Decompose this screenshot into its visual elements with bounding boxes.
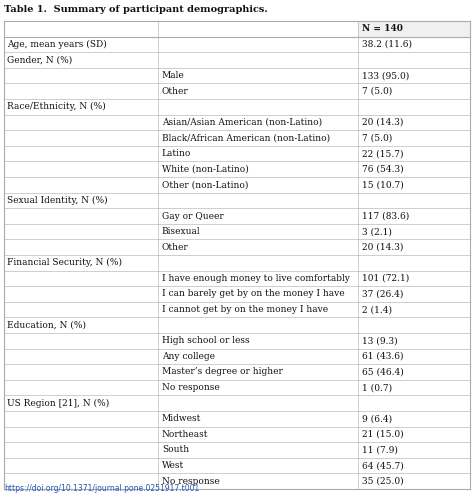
Text: White (non-Latino): White (non-Latino) <box>162 164 248 174</box>
Text: 22 (15.7): 22 (15.7) <box>362 149 404 158</box>
Text: I cannot get by on the money I have: I cannot get by on the money I have <box>162 305 328 314</box>
Text: 38.2 (11.6): 38.2 (11.6) <box>362 40 412 49</box>
Text: 61 (43.6): 61 (43.6) <box>362 352 404 361</box>
Text: 20 (14.3): 20 (14.3) <box>362 118 403 127</box>
Text: Gender, N (%): Gender, N (%) <box>7 55 72 64</box>
Text: No response: No response <box>162 477 219 486</box>
Text: Other (non-Latino): Other (non-Latino) <box>162 180 248 189</box>
Text: Gay or Queer: Gay or Queer <box>162 211 224 220</box>
Text: 11 (7.9): 11 (7.9) <box>362 446 398 455</box>
Text: I have enough money to live comfortably: I have enough money to live comfortably <box>162 274 350 283</box>
Text: Master’s degree or higher: Master’s degree or higher <box>162 368 283 377</box>
Text: Age, mean years (SD): Age, mean years (SD) <box>7 40 107 49</box>
Text: 1 (0.7): 1 (0.7) <box>362 383 392 392</box>
Bar <box>358 21 470 37</box>
Text: 7 (5.0): 7 (5.0) <box>362 133 392 142</box>
Text: I can barely get by on the money I have: I can barely get by on the money I have <box>162 290 345 298</box>
Text: Education, N (%): Education, N (%) <box>7 321 86 329</box>
Text: 101 (72.1): 101 (72.1) <box>362 274 410 283</box>
Text: Black/African American (non-Latino): Black/African American (non-Latino) <box>162 133 330 142</box>
Text: 2 (1.4): 2 (1.4) <box>362 305 392 314</box>
Text: 117 (83.6): 117 (83.6) <box>362 211 410 220</box>
Text: 9 (6.4): 9 (6.4) <box>362 414 392 424</box>
Text: 3 (2.1): 3 (2.1) <box>362 227 392 236</box>
Text: Table 1.  Summary of participant demographics.: Table 1. Summary of participant demograp… <box>4 5 268 14</box>
Text: Other: Other <box>162 87 189 96</box>
Text: Male: Male <box>162 71 184 80</box>
Text: Bisexual: Bisexual <box>162 227 201 236</box>
Text: 37 (26.4): 37 (26.4) <box>362 290 403 298</box>
Text: Sexual Identity, N (%): Sexual Identity, N (%) <box>7 196 108 205</box>
Text: Any college: Any college <box>162 352 215 361</box>
Text: Asian/Asian American (non-Latino): Asian/Asian American (non-Latino) <box>162 118 322 127</box>
Text: N = 140: N = 140 <box>362 24 403 33</box>
Text: 64 (45.7): 64 (45.7) <box>362 461 404 470</box>
Text: 15 (10.7): 15 (10.7) <box>362 180 404 189</box>
Text: Race/Ethnicity, N (%): Race/Ethnicity, N (%) <box>7 102 106 111</box>
Text: Midwest: Midwest <box>162 414 201 424</box>
Text: 35 (25.0): 35 (25.0) <box>362 477 404 486</box>
Text: US Region [21], N (%): US Region [21], N (%) <box>7 399 109 408</box>
Text: 65 (46.4): 65 (46.4) <box>362 368 404 377</box>
Text: Financial Security, N (%): Financial Security, N (%) <box>7 258 122 268</box>
Text: Latino: Latino <box>162 149 191 158</box>
Text: 13 (9.3): 13 (9.3) <box>362 337 398 345</box>
Text: 21 (15.0): 21 (15.0) <box>362 430 404 439</box>
Text: https://doi.org/10.1371/journal.pone.0251917.t001: https://doi.org/10.1371/journal.pone.025… <box>4 484 199 493</box>
Text: 20 (14.3): 20 (14.3) <box>362 243 403 252</box>
Text: 76 (54.3): 76 (54.3) <box>362 164 404 174</box>
Text: No response: No response <box>162 383 219 392</box>
Text: 133 (95.0): 133 (95.0) <box>362 71 410 80</box>
Text: South: South <box>162 446 189 455</box>
Text: Other: Other <box>162 243 189 252</box>
Text: High school or less: High school or less <box>162 337 249 345</box>
Text: 7 (5.0): 7 (5.0) <box>362 87 392 96</box>
Text: West: West <box>162 461 184 470</box>
Text: Northeast: Northeast <box>162 430 208 439</box>
